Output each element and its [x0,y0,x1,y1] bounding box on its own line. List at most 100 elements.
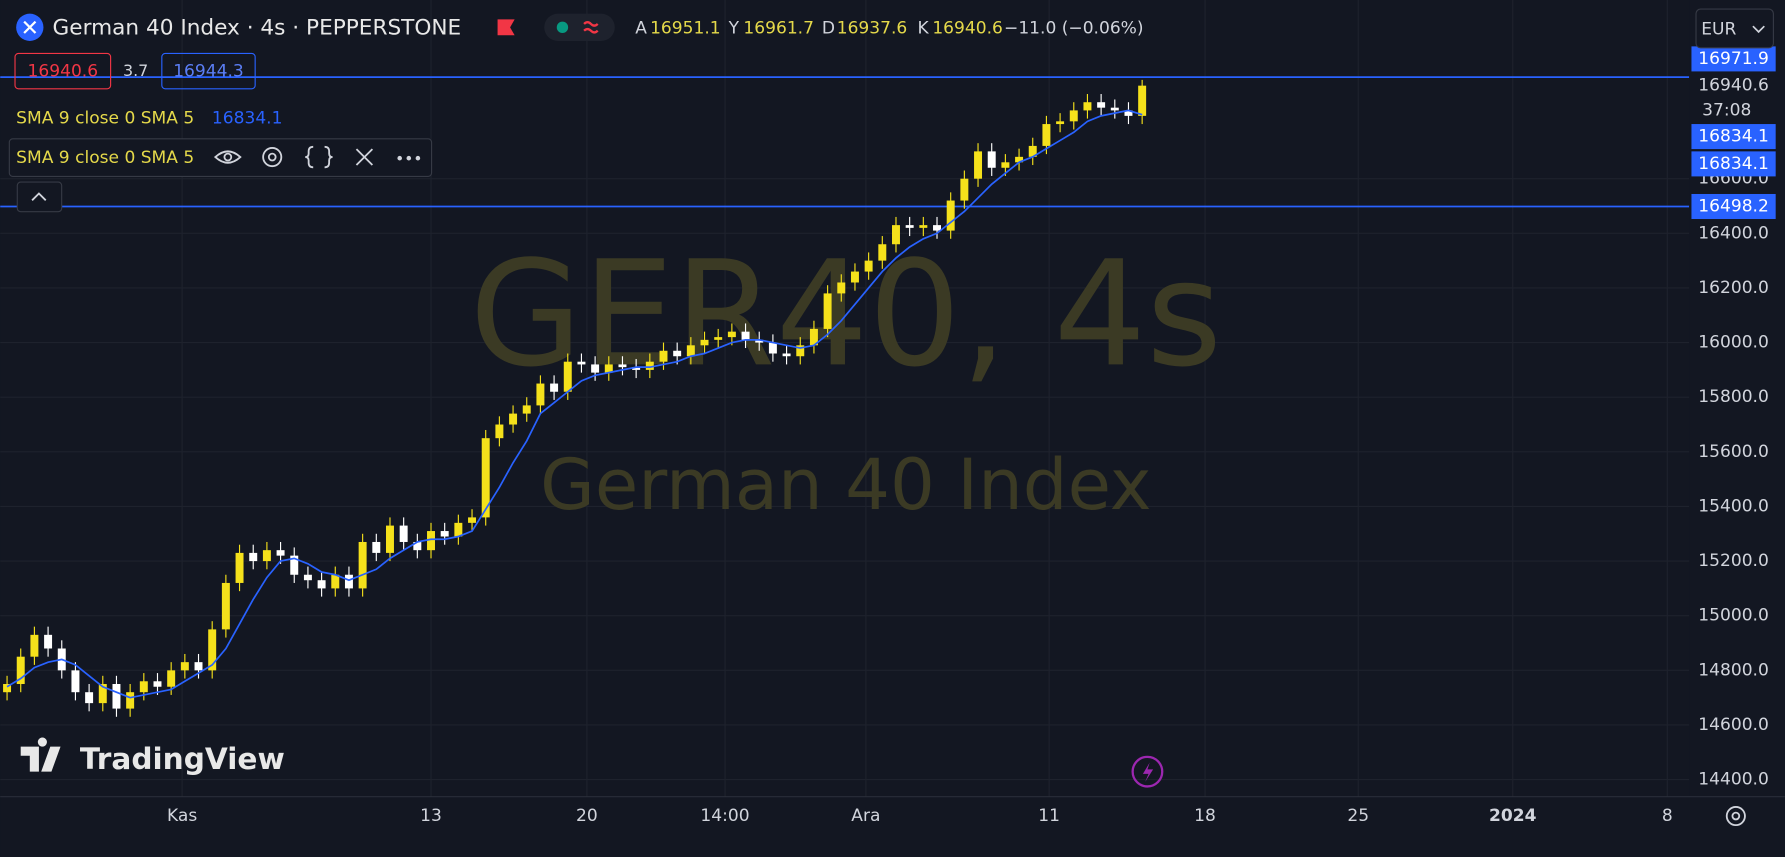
y-tick-label: 15400.0 [1698,496,1769,516]
x-tick-label: 18 [1194,806,1216,826]
candle-body [577,361,586,365]
dot [397,155,402,161]
candle-body [399,525,408,542]
candle-body [1097,102,1106,108]
axis-settings-button[interactable] [1725,806,1746,827]
spread: 3.7 [123,61,148,80]
candle-body [1069,110,1078,122]
candle-body [618,364,627,368]
candle-body [509,413,518,425]
candle-body [1124,110,1133,116]
ohlc-key: Y [728,18,740,38]
sma-label-box [1691,124,1776,150]
brand[interactable]: TradingView [80,742,285,776]
candle-body [208,629,217,671]
y-tick-label: 15800.0 [1698,387,1769,407]
symbol-icon-x [23,20,37,34]
candle-body [974,151,983,179]
candle-body [3,684,12,693]
more-icon[interactable] [397,155,421,161]
sma-label: 16834.1 [1698,127,1769,147]
candle-body [946,200,955,231]
change: −11.0 (−0.06%) [1004,18,1144,38]
y-tick-label: 16000.0 [1698,333,1769,353]
y-tick-label: 15000.0 [1698,606,1769,626]
status-dot [556,21,569,34]
y-tick-label: 16400.0 [1698,223,1769,243]
candle-body [864,260,873,272]
candle-body [303,574,312,581]
indicator-value: 16834.1 [212,108,283,128]
y-tick-label: 14600.0 [1698,715,1769,735]
candle-body [262,550,271,562]
candle-body [850,271,859,283]
symbol-title[interactable]: German 40 Index · 4s · PEPPERSTONE [53,15,462,40]
candle-body [878,244,887,261]
ohlc-key: D [822,18,835,38]
candle-body [960,178,969,201]
bid: 16940.6 [28,62,99,82]
candle-body [741,331,750,340]
currency-button[interactable] [1695,8,1774,49]
candle-body [1015,156,1024,163]
candle-body [768,342,777,354]
candle-body [632,367,641,370]
candle-body [604,364,613,373]
candle-body [1028,145,1037,157]
candle-body [413,541,422,551]
last-price: 16940.6 [1698,76,1769,96]
candle-body [98,684,107,704]
candle-body [331,574,340,589]
candle-body [139,681,148,693]
remove-icon[interactable] [355,148,374,166]
candle-body [235,552,244,583]
candle-body [44,634,53,649]
candle-body [892,225,900,245]
alert-button[interactable] [1131,755,1164,788]
candle-body [1138,85,1147,116]
y-tick-label: 14800.0 [1698,660,1769,680]
y-tick-label: 14400.0 [1698,770,1769,790]
candle-body [700,339,709,346]
ask-box[interactable] [161,52,256,90]
currency-caret [1752,25,1765,34]
settings-icon[interactable] [262,147,283,168]
x-tick-label: 8 [1662,806,1673,826]
alert-icon [1142,762,1154,782]
candle-body [180,662,189,671]
ohlc-value: 16951.1 [650,18,721,38]
candle-body [276,550,285,556]
candle-body [1056,121,1065,125]
eye-icon[interactable] [213,150,242,164]
candle-body [427,531,435,551]
candle-body [755,339,764,343]
status-pill[interactable] [544,13,615,41]
candle-body [495,424,504,439]
candle-body [1083,102,1092,111]
source-icon[interactable] [305,145,333,169]
logo-mark [20,737,61,772]
candle-body [659,350,668,362]
bid-box[interactable] [14,52,112,90]
x-tick-label: 2024 [1489,806,1537,826]
collapse-button[interactable] [16,181,63,213]
countdown: 37:08 [1702,100,1751,120]
candle-body [221,582,230,630]
candle-body [153,681,162,687]
x-tick-label: 13 [420,806,442,826]
candle-body [714,337,723,340]
dot [415,155,421,161]
candle-body [71,670,80,693]
status-wave [583,21,599,34]
ohlc-value: 16940.6 [932,18,1003,38]
candle-body [919,225,928,228]
candle-body [249,552,258,562]
settings-hub [267,152,277,162]
brand-logo: TradingView [20,737,285,776]
flag-icon[interactable] [497,19,515,36]
candle-body [522,405,531,414]
indicator-name: SMA 9 close 0 SMA 5 [16,108,194,128]
candle-body [440,531,449,537]
candle-body [358,541,367,589]
